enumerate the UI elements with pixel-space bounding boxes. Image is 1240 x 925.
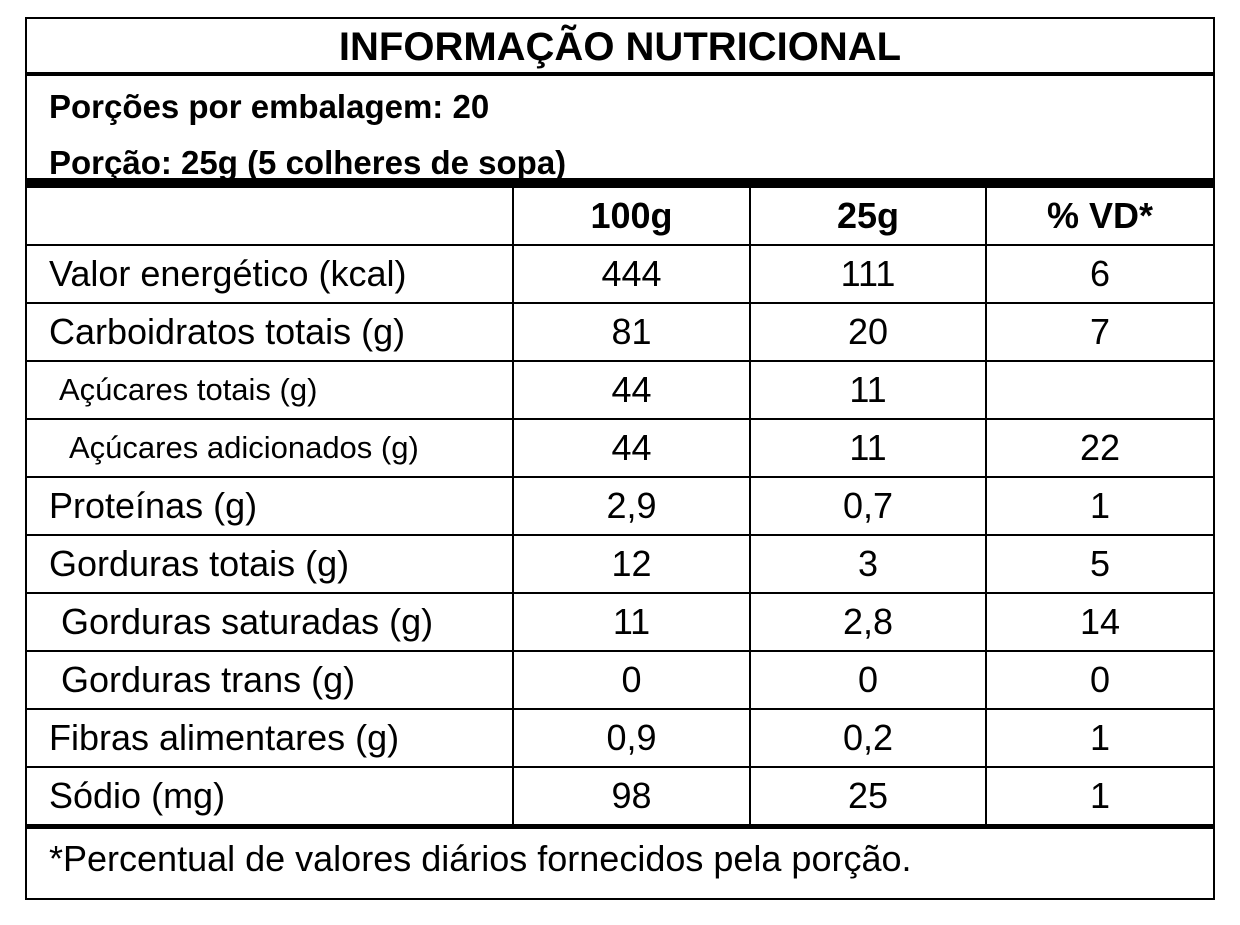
value-cell: 0,2 xyxy=(749,709,987,768)
nutrient-row: Proteínas (g) 2,9 0,7 1 xyxy=(27,477,1213,536)
value-cell: 25 xyxy=(749,767,987,824)
footnote: *Percentual de valores diários fornecido… xyxy=(27,824,1213,881)
nutrient-name: Gorduras trans (g) xyxy=(27,651,514,710)
nutrition-table: 100g 25g% VD* Valor energético (kcal) 444 11… xyxy=(27,188,1213,824)
nutrient-row: Gorduras totais (g) 12 3 5 xyxy=(27,535,1213,594)
nutrient-name: Fibras alimentares (g) xyxy=(27,709,514,768)
value-cell: 5 xyxy=(985,535,1213,594)
nutrient-row: Gorduras trans (g) 0 0 0 xyxy=(27,651,1213,710)
value-cell xyxy=(985,361,1213,420)
value-cell: 0 xyxy=(512,651,751,710)
header-row: 100g 25g% VD* xyxy=(27,188,1213,246)
nutrient-row: Açúcares adicionados (g) 44 11 22 xyxy=(27,419,1213,478)
nutrient-name: Gorduras totais (g) xyxy=(27,535,514,594)
value-cell: 11 xyxy=(512,593,751,652)
nutrient-name: Carboidratos totais (g) xyxy=(27,303,514,362)
value-cell: 1 xyxy=(985,477,1213,536)
value-cell: 1 xyxy=(985,709,1213,768)
value-cell: 12 xyxy=(512,535,751,594)
nutrition-label: INFORMAÇÃO NUTRICIONAL Porções por embal… xyxy=(25,17,1215,900)
title: INFORMAÇÃO NUTRICIONAL xyxy=(27,19,1213,76)
nutrient-row: Sódio (mg) 98 25 1 xyxy=(27,767,1213,824)
nutrient-name: Açúcares adicionados (g) xyxy=(27,419,514,478)
value-cell: 98 xyxy=(512,767,751,824)
header-cell: % VD* xyxy=(985,188,1213,246)
value-cell: 14 xyxy=(985,593,1213,652)
value-cell: 2,8 xyxy=(749,593,987,652)
header-cell: 100g xyxy=(512,188,751,246)
value-cell: 81 xyxy=(512,303,751,362)
nutrient-row: Açúcares totais (g) 44 11 xyxy=(27,361,1213,420)
serving-line: Porção: 25g (5 colheres de sopa) xyxy=(49,144,567,181)
value-cell: 11 xyxy=(749,361,987,420)
value-cell: 111 xyxy=(749,245,987,304)
nutrient-name: Proteínas (g) xyxy=(27,477,514,536)
value-cell: 2,9 xyxy=(512,477,751,536)
header-cell: 25g xyxy=(749,188,987,246)
nutrient-name: Sódio (mg) xyxy=(27,767,514,824)
nutrient-row: Valor energético (kcal) 444 111 6 xyxy=(27,245,1213,304)
nutrient-name: Gorduras saturadas (g) xyxy=(27,593,514,652)
nutrient-row: Gorduras saturadas (g) 11 2,8 14 xyxy=(27,593,1213,652)
value-cell: 444 xyxy=(512,245,751,304)
nutrient-row: Carboidratos totais (g) 81 20 7 xyxy=(27,303,1213,362)
value-cell: 3 xyxy=(749,535,987,594)
value-cell: 20 xyxy=(749,303,987,362)
value-cell: 0 xyxy=(985,651,1213,710)
value-cell: 0,9 xyxy=(512,709,751,768)
header-cell xyxy=(27,188,514,246)
value-cell: 0,7 xyxy=(749,477,987,536)
nutrient-row: Fibras alimentares (g) 0,9 0,2 1 xyxy=(27,709,1213,768)
serving-info: Porções por embalagem: 20 Porção: 25g (5… xyxy=(27,76,1213,188)
value-cell: 6 xyxy=(985,245,1213,304)
value-cell: 7 xyxy=(985,303,1213,362)
value-cell: 11 xyxy=(749,419,987,478)
value-cell: 44 xyxy=(512,361,751,420)
value-cell: 0 xyxy=(749,651,987,710)
value-cell: 1 xyxy=(985,767,1213,824)
value-cell: 22 xyxy=(985,419,1213,478)
nutrient-name: Açúcares totais (g) xyxy=(27,361,514,420)
value-cell: 44 xyxy=(512,419,751,478)
serving-line: Porções por embalagem: 20 xyxy=(49,88,490,125)
nutrient-name: Valor energético (kcal) xyxy=(27,245,514,304)
